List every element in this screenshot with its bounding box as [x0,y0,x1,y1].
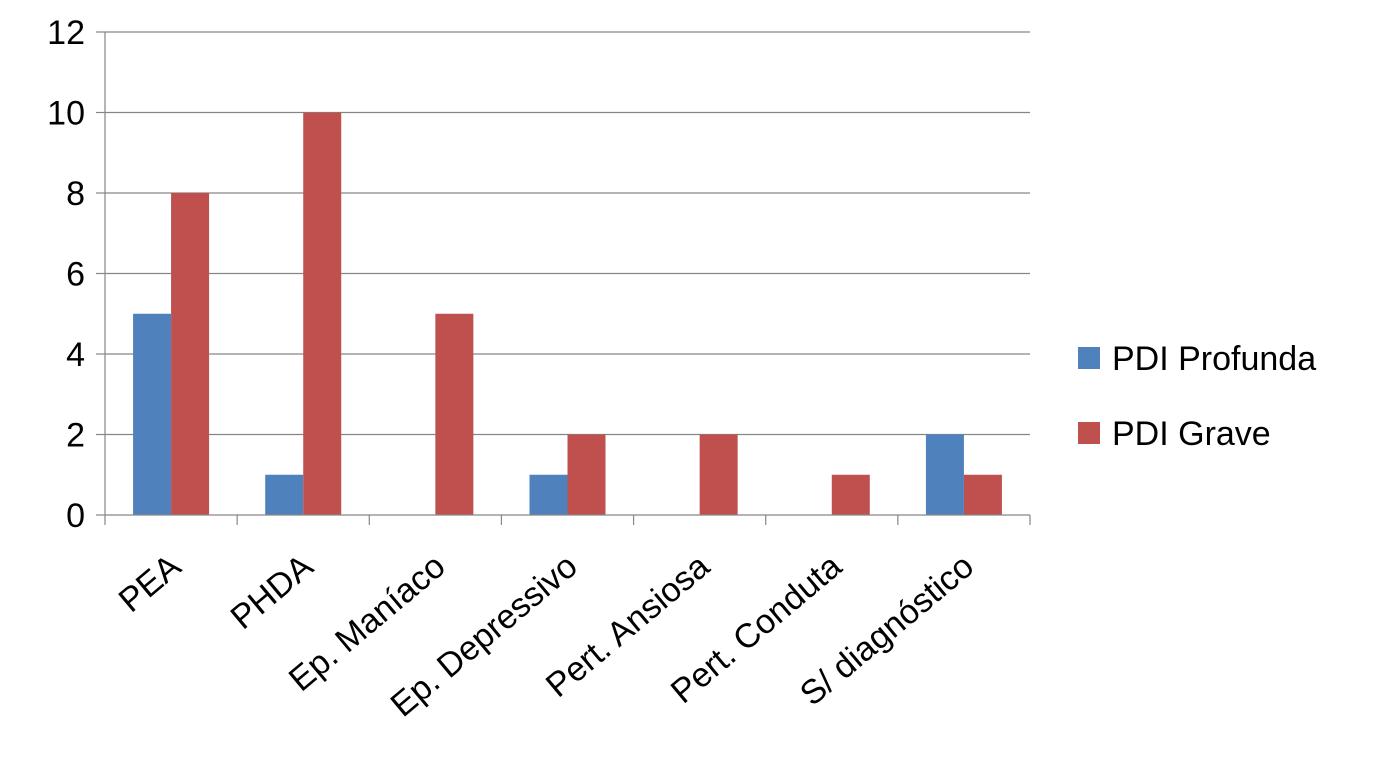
legend: PDI Profunda PDI Grave [1078,340,1316,453]
bar-pdi-grave-0 [171,193,210,515]
y-tick-label: 10 [47,95,85,133]
bar-pdi-profunda-0 [133,313,172,515]
x-tick-label: PHDA [224,547,321,637]
bars [133,112,1002,515]
legend-swatch-1 [1078,422,1100,444]
y-tick-label: 6 [66,256,85,294]
bar-pdi-profunda-6 [925,434,964,515]
y-tick-label: 12 [47,14,85,52]
bar-pdi-profunda-3 [529,474,568,515]
y-axis-tick-labels: 0 2 4 6 8 10 12 [47,14,85,535]
y-tick-label: 4 [66,336,85,374]
legend-label-1: PDI Grave [1112,415,1271,453]
bar-pdi-grave-5 [831,474,870,515]
y-tick-label: 8 [66,175,85,213]
bar-pdi-grave-4 [699,434,738,515]
x-tick-label: PEA [112,547,189,620]
legend-label-0: PDI Profunda [1112,340,1316,378]
bar-pdi-grave-1 [303,112,342,515]
y-tick-label: 2 [66,417,85,455]
bar-pdi-profunda-1 [265,474,304,515]
gridlines [105,31,1030,436]
bar-pdi-grave-6 [963,474,1002,515]
bar-pdi-grave-2 [435,313,474,515]
axes [96,31,1031,525]
bar-pdi-grave-3 [567,434,606,515]
legend-swatch-0 [1078,347,1100,369]
y-tick-label: 0 [66,497,85,535]
